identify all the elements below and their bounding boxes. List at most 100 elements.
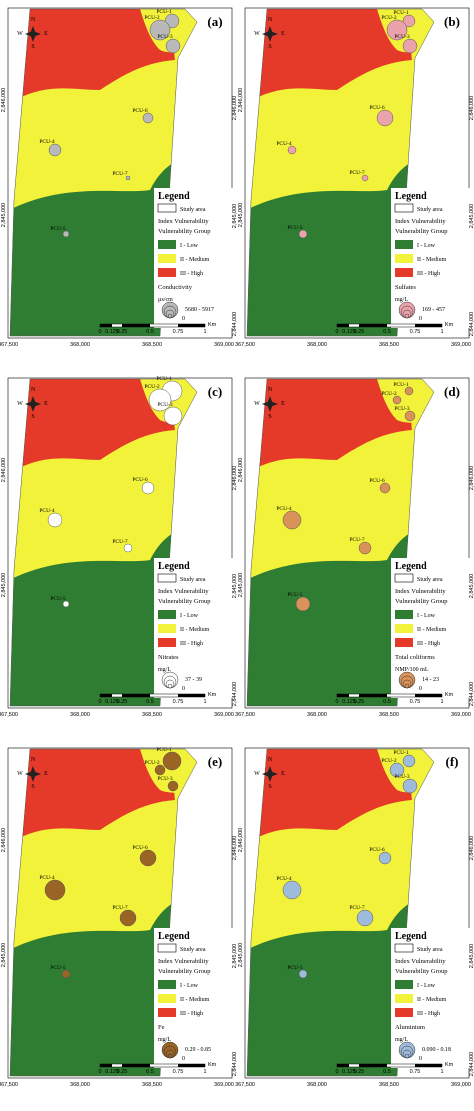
scale-seg	[178, 324, 205, 327]
site-label: PCU-6	[132, 108, 148, 114]
class-label: I - Low	[417, 613, 436, 619]
site-symbol	[386, 19, 408, 41]
class-label: II - Medium	[417, 627, 447, 633]
y-coord-label: 2,846,000	[232, 836, 238, 860]
x-coord-label: 368,000	[70, 1082, 90, 1088]
site-symbol	[48, 143, 62, 157]
scale-label: 1	[203, 329, 206, 335]
legend-title: Legend	[395, 931, 427, 942]
y-coord-label: 2,845,000	[1, 573, 7, 597]
panel-label: (d)	[444, 384, 460, 399]
scale-seg	[178, 1064, 205, 1067]
class-label: I - Low	[417, 243, 436, 249]
size-zero: 0	[419, 686, 422, 692]
study-area-outline	[9, 748, 198, 1077]
legend-item: Vulnerability Group	[158, 968, 211, 975]
size-zero: 0	[182, 686, 185, 692]
site-label: PCU-5	[287, 225, 303, 231]
y-coord-label: 2,844,000	[232, 312, 238, 336]
site-symbol	[61, 969, 71, 979]
x-coord-label: 368,000	[70, 712, 90, 718]
class-swatch	[158, 624, 176, 633]
y-coord-label: 2,845,000	[469, 944, 474, 968]
site-label: PCU-7	[112, 171, 128, 177]
size-symbol	[404, 313, 410, 319]
compass-letter: W	[17, 771, 23, 777]
scale-label: 0	[98, 699, 101, 705]
class-label: I - Low	[180, 983, 199, 989]
parameter-unit: NMP/100 mL	[395, 667, 429, 673]
study-area-outline	[246, 378, 435, 707]
site-symbol	[148, 388, 172, 412]
size-zero: 0	[419, 316, 422, 322]
scale-seg	[415, 324, 442, 327]
site-symbol	[402, 778, 418, 794]
class-swatch	[158, 254, 176, 263]
compass-letter: W	[254, 31, 260, 37]
site-label: PCU-7	[112, 905, 128, 911]
class-label: III - High	[180, 1011, 203, 1017]
parameter-name: Conductivity	[158, 284, 193, 291]
legend-title: Legend	[395, 561, 427, 572]
size-zero: 0	[182, 316, 185, 322]
parameter-name: Aluminium	[395, 1024, 425, 1031]
scale-label: 0.75	[410, 1069, 421, 1075]
compass-letter: S	[31, 784, 34, 790]
scale-unit: Km	[445, 1062, 454, 1068]
compass-letter: E	[281, 401, 285, 407]
class-swatch	[158, 980, 176, 989]
legend-title: Legend	[158, 931, 190, 942]
site-symbol	[376, 109, 394, 127]
scale-seg	[178, 694, 205, 697]
compass-letter: S	[31, 414, 34, 420]
y-coord-label: 2,846,000	[469, 96, 474, 120]
panel-label: (b)	[444, 14, 460, 29]
x-coord-label: 368,500	[142, 1082, 162, 1088]
class-swatch	[395, 980, 413, 989]
scale-label: 0.25	[354, 1069, 365, 1075]
panel-label: (a)	[207, 14, 222, 29]
site-symbol	[162, 751, 182, 771]
panel-label: (e)	[208, 754, 222, 769]
compass-letter: E	[44, 401, 48, 407]
y-coord-label: 2,844,000	[232, 682, 238, 706]
size-range: 37 - 39	[185, 677, 202, 683]
parameter-unit: mg/L	[395, 1037, 408, 1043]
site-label: PCU-4	[276, 506, 292, 512]
legend-item: Index Vulnerability	[395, 958, 446, 965]
x-coord-label: 368,500	[379, 342, 399, 348]
parameter-name: Nitrates	[158, 654, 179, 661]
scale-seg	[337, 1064, 349, 1067]
compass-letter: E	[281, 771, 285, 777]
class-label: II - Medium	[417, 997, 447, 1003]
scale-label: 0.5	[383, 329, 391, 335]
scale-unit: Km	[445, 322, 454, 328]
class-swatch	[158, 268, 176, 277]
parameter-unit: µs/cm	[158, 297, 173, 303]
zones	[247, 749, 434, 1076]
class-label: I - Low	[417, 983, 436, 989]
x-coord-label: 369,000	[451, 1082, 471, 1088]
site-label: PCU-1	[156, 376, 172, 382]
size-range: 0.29 - 0.85	[185, 1047, 211, 1053]
class-swatch	[395, 638, 413, 647]
legend-item: Vulnerability Group	[158, 598, 211, 605]
class-label: III - High	[180, 271, 203, 277]
y-coord-label: 2,845,000	[232, 944, 238, 968]
site-symbol	[139, 849, 157, 867]
compass	[25, 766, 41, 782]
zones	[247, 379, 434, 706]
size-symbol	[167, 683, 173, 689]
site-label: PCU-5	[287, 592, 303, 598]
site-label: PCU-1	[393, 750, 409, 756]
scale-label: 0.125	[342, 329, 356, 335]
compass	[262, 766, 278, 782]
site-symbol	[378, 851, 392, 865]
site-label: PCU-6	[369, 105, 385, 111]
class-label: III - High	[417, 271, 440, 277]
legend-item: Index Vulnerability	[158, 958, 209, 965]
scale-label: 0.25	[117, 699, 128, 705]
class-label: III - High	[417, 1011, 440, 1017]
legend-title: Legend	[395, 191, 427, 202]
